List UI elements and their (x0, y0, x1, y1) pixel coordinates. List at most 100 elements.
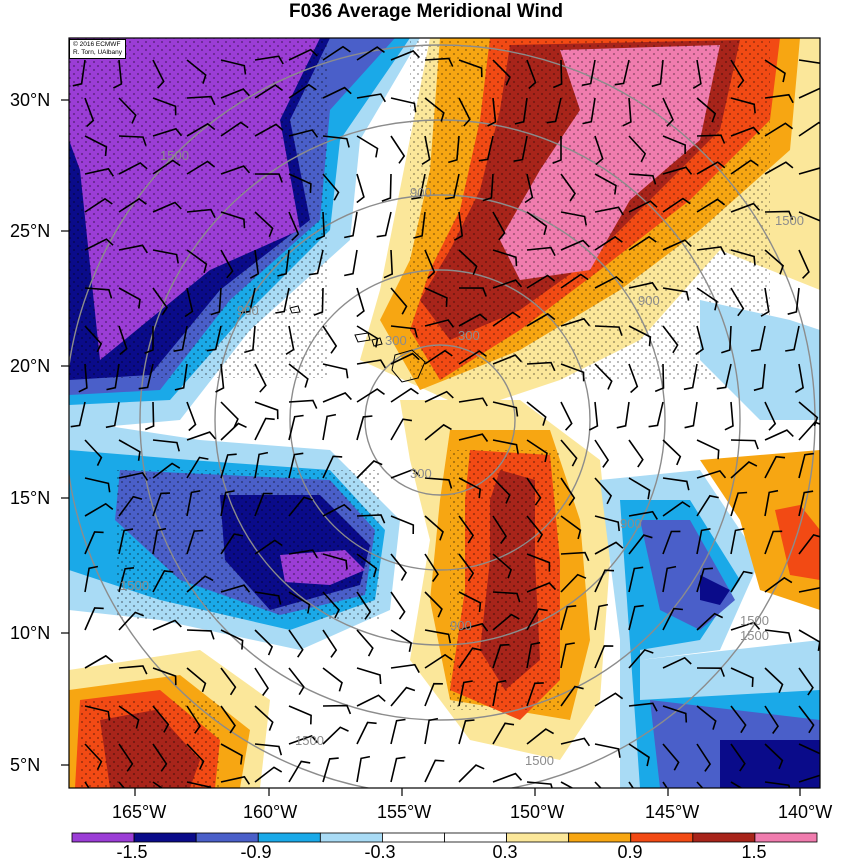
wind-barb (356, 591, 372, 620)
wind-barb (118, 161, 148, 175)
wind-barb (448, 135, 460, 164)
contour-label: 1500 (295, 733, 324, 748)
wind-barb (798, 586, 820, 593)
wind-barb (144, 326, 154, 355)
lat-label-10n: 10°N (10, 623, 51, 643)
wind-barb (628, 439, 644, 468)
wind-barb (424, 591, 443, 618)
wind-barb (730, 202, 761, 213)
wind-barb (84, 654, 114, 669)
wind-barb (356, 359, 386, 369)
wind-barb (492, 354, 522, 365)
wind-barb (220, 705, 236, 734)
wind-barb (356, 553, 378, 578)
contour-ring (139, 119, 741, 721)
colorbar-label: -1.5 (116, 842, 148, 862)
wind-barb (186, 59, 207, 84)
wind-barb (730, 667, 754, 687)
wind-barb (492, 643, 510, 669)
wind-barb (662, 239, 692, 251)
contour-label: 300 (385, 333, 407, 348)
wind-barb (730, 439, 759, 450)
wind-barb (492, 613, 520, 631)
wind-barb (411, 173, 426, 200)
wind-barb (105, 401, 120, 429)
wind-barb (220, 533, 244, 555)
wind-barb (322, 667, 343, 692)
contour-ring (69, 44, 816, 788)
contour-label: 1500 (120, 578, 149, 593)
wind-barb (152, 287, 168, 316)
shading-layer (69, 38, 820, 788)
wind-barb (662, 439, 682, 466)
wind-barb (424, 515, 444, 541)
wind-barb (794, 363, 804, 393)
wind-barb (152, 667, 177, 686)
wind-barb (730, 743, 746, 772)
wind-barb (798, 743, 820, 763)
wind-barb (84, 238, 114, 251)
wind-barb (764, 249, 785, 275)
wind-barb (514, 97, 528, 125)
wind-barb (764, 667, 784, 694)
credit-box: © 2016 ECMWF R. Torn, UAlbany (69, 39, 127, 59)
map-frame (68, 37, 821, 789)
wind-barb (526, 608, 548, 631)
wind-barb (186, 95, 216, 106)
wind-barb (84, 531, 104, 555)
wind-barb (730, 621, 761, 631)
wind-barb (764, 629, 792, 642)
wind-barb (560, 642, 575, 669)
wind-barb (138, 363, 154, 390)
wind-barb (730, 528, 745, 555)
wind-barb (244, 325, 256, 354)
wind-barb (560, 737, 591, 747)
wind-barb (760, 287, 770, 317)
wind-barb (785, 325, 800, 352)
wind-barb (594, 363, 613, 390)
wind-barb (381, 173, 392, 202)
wind-barb (526, 641, 541, 669)
wind-barb (662, 135, 687, 155)
wind-barb (356, 325, 379, 348)
wind-barb (390, 591, 406, 620)
lon-label-145w: 145°W (645, 802, 700, 822)
wind-barb (288, 48, 318, 61)
map-title: F036 Average Meridional Wind (289, 1, 563, 22)
wind-barb (413, 211, 426, 239)
wind-barb (254, 173, 283, 183)
wind-barb (696, 246, 726, 256)
wind-barb (628, 235, 657, 251)
wind-barb (628, 566, 644, 593)
wind-barb (356, 93, 386, 103)
wind-barb (730, 59, 745, 89)
wind-barb (390, 50, 420, 61)
wind-barb (84, 477, 111, 493)
wind-barb (118, 135, 147, 146)
wind-barb (696, 494, 719, 517)
wind-barb (444, 173, 460, 200)
wind-barb (84, 439, 103, 466)
contour-label: 900 (638, 293, 660, 308)
wind-barb (106, 363, 120, 391)
credit-line-2: R. Torn, UAlbany (73, 49, 123, 56)
wind-barb (206, 325, 222, 352)
wind-barb (492, 553, 513, 579)
wind-barb (492, 591, 521, 603)
wind-barb (492, 772, 523, 783)
wind-barb (458, 515, 475, 544)
wind-barb (764, 489, 779, 517)
wind-barb (662, 743, 680, 771)
wind-barb (390, 418, 413, 441)
wind-barb (144, 401, 155, 431)
wind-barb (421, 135, 431, 165)
colorbar-swatch (630, 832, 694, 843)
wind-barb (84, 97, 95, 128)
wind-barb (186, 629, 215, 640)
wind-barb (458, 350, 487, 365)
wind-barb (173, 325, 188, 352)
wind-barb (322, 553, 348, 570)
wind-barb (622, 97, 632, 127)
wind-barb (798, 249, 810, 279)
wind-barb (322, 363, 349, 379)
